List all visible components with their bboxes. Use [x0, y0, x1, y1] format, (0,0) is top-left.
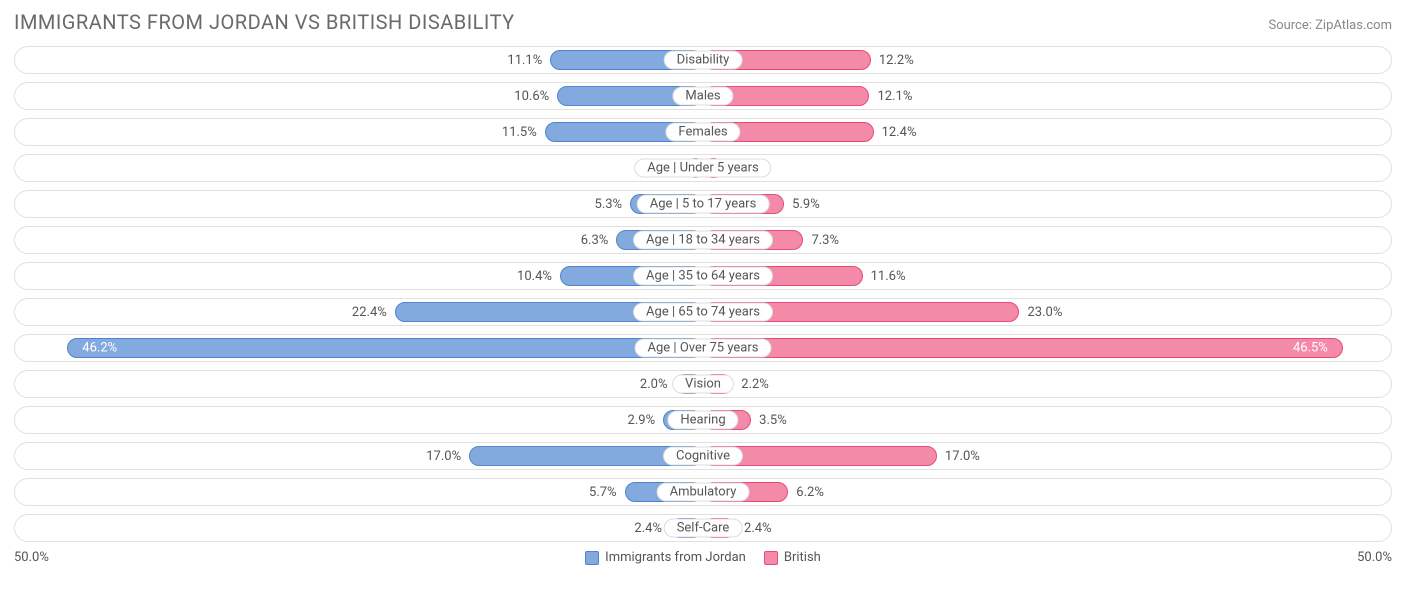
category-label: Ambulatory: [657, 483, 750, 502]
value-label-right: 46.5%: [1285, 341, 1336, 356]
value-label-left: 5.7%: [581, 485, 625, 500]
chart-row: 5.3% 5.9% Age | 5 to 17 years: [14, 190, 1392, 218]
axis-left-max: 50.0%: [14, 550, 49, 565]
value-label-right: 5.9%: [784, 197, 828, 212]
chart-row: 17.0% 17.0% Cognitive: [14, 442, 1392, 470]
category-label: Disability: [664, 51, 743, 70]
legend: Immigrants from Jordan British: [585, 550, 821, 565]
value-label-left: 10.4%: [509, 269, 560, 284]
category-label: Age | 65 to 74 years: [633, 303, 773, 322]
category-label: Age | 35 to 64 years: [633, 267, 773, 286]
value-label-right: 23.0%: [1019, 305, 1070, 320]
value-label-left: 5.3%: [587, 197, 631, 212]
chart-row: 11.5% 12.4% Females: [14, 118, 1392, 146]
value-label-right: 11.6%: [863, 269, 914, 284]
axis-right-max: 50.0%: [1357, 550, 1392, 565]
chart-row: 2.9% 3.5% Hearing: [14, 406, 1392, 434]
value-label-right: 2.4%: [736, 521, 780, 536]
chart-row: 2.4%2.4%Self-Care: [14, 514, 1392, 542]
value-label-left: 6.3%: [573, 233, 617, 248]
chart-row: 2.0% 2.2%Vision: [14, 370, 1392, 398]
value-label-right: 12.1%: [869, 89, 920, 104]
diverging-bar-chart: 11.1% 12.2% Disability 10.6% 12.1% Males 11.5%…: [14, 46, 1392, 542]
chart-row: 10.4% 11.6% Age | 35 to 64 years: [14, 262, 1392, 290]
category-label: Age | 5 to 17 years: [637, 195, 770, 214]
legend-item-right: British: [764, 550, 821, 565]
category-label: Hearing: [667, 411, 738, 430]
legend-item-left: Immigrants from Jordan: [585, 550, 746, 565]
category-label: Vision: [672, 375, 734, 394]
chart-row: 1.1%1.5%Age | Under 5 years: [14, 154, 1392, 182]
chart-title: IMMIGRANTS FROM JORDAN VS BRITISH DISABI…: [14, 10, 515, 34]
chart-row: 6.3% 7.3% Age | 18 to 34 years: [14, 226, 1392, 254]
legend-label-left: Immigrants from Jordan: [605, 550, 746, 565]
category-label: Females: [665, 123, 740, 142]
value-label-left: 22.4%: [344, 305, 395, 320]
value-label-right: 12.2%: [871, 53, 922, 68]
source-attribution: Source: ZipAtlas.com: [1268, 18, 1392, 33]
category-label: Age | 18 to 34 years: [633, 231, 773, 250]
chart-row: 46.2% 46.5% Age | Over 75 years: [14, 334, 1392, 362]
chart-row: 10.6% 12.1% Males: [14, 82, 1392, 110]
value-label-right: 3.5%: [751, 413, 795, 428]
category-label: Self-Care: [664, 519, 743, 538]
value-label-right: 6.2%: [788, 485, 832, 500]
category-label: Cognitive: [663, 447, 743, 466]
value-label-right: 7.3%: [803, 233, 847, 248]
legend-swatch-left: [585, 551, 599, 565]
legend-label-right: British: [784, 550, 821, 565]
legend-swatch-right: [764, 551, 778, 565]
category-label: Age | Over 75 years: [635, 339, 772, 358]
chart-row: 5.7% 6.2% Ambulatory: [14, 478, 1392, 506]
bar-right: 46.5%: [703, 338, 1343, 358]
bar-left: 46.2%: [67, 338, 703, 358]
value-label-left: 2.0%: [632, 377, 676, 392]
value-label-left: 10.6%: [506, 89, 557, 104]
category-label: Males: [672, 87, 733, 106]
chart-row: 11.1% 12.2% Disability: [14, 46, 1392, 74]
value-label-right: 12.4%: [874, 125, 925, 140]
chart-row: 22.4% 23.0% Age | 65 to 74 years: [14, 298, 1392, 326]
value-label-left: 11.1%: [499, 53, 550, 68]
value-label-left: 17.0%: [418, 449, 469, 464]
value-label-left: 11.5%: [494, 125, 545, 140]
category-label: Age | Under 5 years: [634, 159, 771, 178]
value-label-right: 17.0%: [937, 449, 988, 464]
value-label-left: 2.9%: [620, 413, 664, 428]
value-label-left: 46.2%: [74, 341, 125, 356]
value-label-right: 2.2%: [733, 377, 777, 392]
